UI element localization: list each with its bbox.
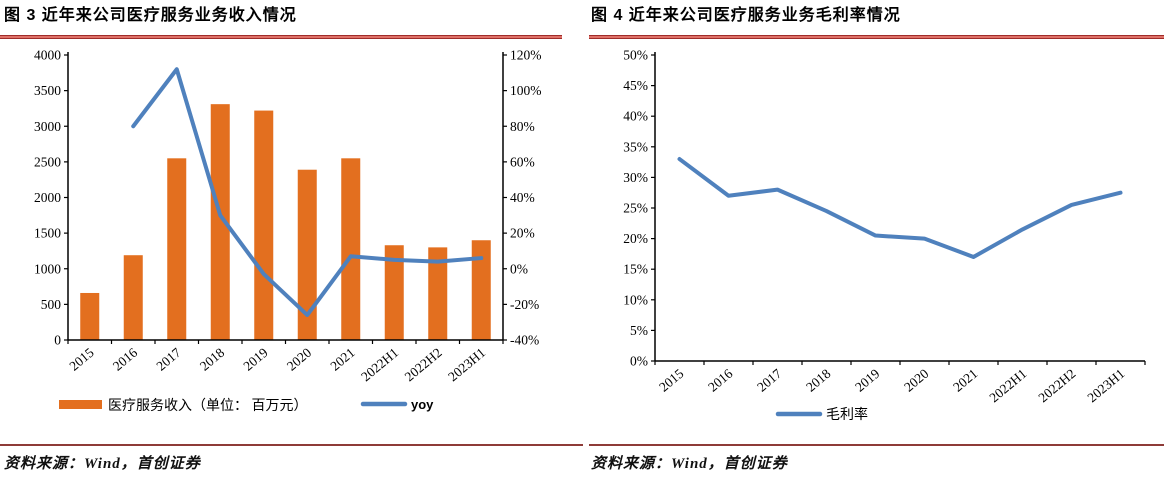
y-axis-tick-label: 2000 xyxy=(34,190,61,205)
source-note: 资料来源：Wind，首创证券 xyxy=(4,456,201,472)
source-rule xyxy=(0,444,583,446)
x-axis-category-label: 2022H2 xyxy=(402,345,445,384)
bar-2017 xyxy=(167,158,187,340)
y-axis-tick-label: 25% xyxy=(623,201,648,216)
y-axis-tick-label: 3500 xyxy=(34,83,61,98)
bar-2022H1 xyxy=(384,245,404,340)
secondary-y-axis-tick-label: 60% xyxy=(510,154,535,169)
secondary-y-axis-tick-label: 80% xyxy=(510,119,535,134)
x-axis-category-label: 2022H1 xyxy=(358,345,401,384)
secondary-y-axis-tick-label: 0% xyxy=(510,261,528,276)
revenue-combo-chart: 0 500 1000 1500 2000 2500 3000 3500 4000 -40% -20%… xyxy=(34,48,542,415)
y-axis-tick-label: 20% xyxy=(623,231,648,246)
y-axis-tick-label: 0 xyxy=(54,333,61,348)
line-series-yoy xyxy=(131,67,484,318)
secondary-y-axis-tick-label: -20% xyxy=(510,297,539,312)
bar-2023H1 xyxy=(471,240,491,340)
x-axis-category-label: 2022H2 xyxy=(1035,366,1078,405)
bar-2022H2 xyxy=(428,247,448,340)
bar-2021 xyxy=(341,158,361,340)
x-axis-category-label: 2020 xyxy=(284,345,315,374)
line-series-gross-margin xyxy=(677,157,1123,259)
y-axis-tick-label: 45% xyxy=(623,78,648,93)
legend-line-label: 毛利率 xyxy=(826,406,868,423)
source-rule xyxy=(589,444,1164,446)
figure-revenue: 图 3 近年来公司医疗服务业务收入情况 0 500 1000 1500 2000 2500… xyxy=(0,7,583,472)
y-axis-tick-label: 35% xyxy=(623,139,648,154)
secondary-y-axis-tick-label: 40% xyxy=(510,190,535,205)
bar-2020 xyxy=(297,169,317,340)
x-axis-category-label: 2017 xyxy=(754,366,785,395)
x-axis-category-label: 2023H1 xyxy=(1084,366,1127,405)
legend-line-label: yoy xyxy=(411,397,434,412)
y-axis-tick-label: 1000 xyxy=(34,261,61,276)
source-note: 资料来源：Wind，首创证券 xyxy=(591,456,788,472)
y-axis-tick-label: 50% xyxy=(623,48,648,63)
x-axis-category-label: 2022H1 xyxy=(986,366,1029,405)
secondary-y-axis-tick-label: 120% xyxy=(510,48,542,63)
y-axis-tick-label: 2500 xyxy=(34,154,61,169)
bar-2019 xyxy=(254,110,274,340)
x-axis-category-label: 2016 xyxy=(705,366,736,395)
gross-margin-line-chart: 0% 5% 10% 15% 20% 25% 30% 35% 40% 45% 50% 2015 2016 2… xyxy=(623,48,1146,423)
secondary-y-axis-tick-label: 20% xyxy=(510,226,535,241)
x-axis-category-label: 2015 xyxy=(656,366,687,395)
x-axis-category-label: 2021 xyxy=(950,366,980,395)
x-axis-category-label: 2016 xyxy=(110,345,141,374)
bar-2018 xyxy=(210,104,230,340)
x-axis-category-label: 2023H1 xyxy=(445,345,488,384)
x-axis-category-label: 2017 xyxy=(153,345,184,374)
x-axis-category-label: 2018 xyxy=(803,366,834,395)
secondary-y-axis-tick-label: -40% xyxy=(510,333,539,348)
y-axis-tick-label: 500 xyxy=(41,297,62,312)
y-axis-tick-label: 4000 xyxy=(34,48,61,63)
x-axis-category-label: 2019 xyxy=(852,366,883,395)
x-axis-category-label: 2019 xyxy=(240,345,271,374)
y-axis-tick-label: 15% xyxy=(623,262,648,277)
title-rule xyxy=(589,35,1164,39)
y-axis-tick-label: 40% xyxy=(623,109,648,124)
figure-gross-margin: 图 4 近年来公司医疗服务业务毛利率情况 0% 5% 10% 15% 20% 25% 30%… xyxy=(587,0,1174,487)
bar-2015 xyxy=(80,292,100,340)
y-axis-tick-label: 30% xyxy=(623,170,648,185)
legend-bar-swatch xyxy=(59,400,102,409)
y-axis-tick-label: 3000 xyxy=(34,119,61,134)
x-axis-category-label: 2018 xyxy=(197,345,228,374)
x-axis-category-label: 2021 xyxy=(327,345,357,374)
legend-bar-label: 医疗服务收入（单位： 百万元） xyxy=(108,398,308,414)
figure-title: 图 3 近年来公司医疗服务业务收入情况 xyxy=(4,7,297,24)
x-axis-category-label: 2020 xyxy=(901,366,932,395)
y-axis-tick-label: 1500 xyxy=(34,226,61,241)
figure-title: 图 4 近年来公司医疗服务业务毛利率情况 xyxy=(591,7,901,24)
title-rule xyxy=(0,35,562,39)
bar-2016 xyxy=(123,255,143,340)
y-axis-tick-label: 5% xyxy=(630,323,648,338)
secondary-y-axis-tick-label: 100% xyxy=(510,83,542,98)
y-axis-tick-label: 10% xyxy=(623,292,648,307)
x-axis-category-label: 2015 xyxy=(66,345,97,374)
y-axis-tick-label: 0% xyxy=(630,354,648,369)
